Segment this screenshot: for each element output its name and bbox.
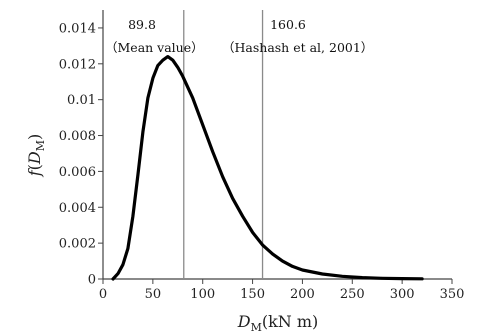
y-tick-label: 0.008 [59,129,96,144]
density-curve [111,55,424,281]
reference-lines [183,10,264,279]
annotations: 89.8 （Mean value） 160.6 （Hashash et al, 200… [105,17,373,55]
x-tick-label: 250 [340,287,365,302]
mean-value-note: （Mean value） [105,40,204,55]
x-tick-label: 150 [240,287,265,302]
hashash-value-note: （Hashash et al, 2001） [222,40,373,55]
y-axis-title: f(DM) [25,134,47,178]
x-tick-label: 100 [190,287,215,302]
y-tick-label: 0.014 [59,21,96,36]
y-tick-label: 0.006 [59,165,96,180]
x-axis-title: DM(kN m) [237,312,319,333]
y-tick-label: 0 [88,273,96,288]
hashash-value-number: 160.6 [270,17,306,32]
axis-ticks: 0 50 100 150 200 250 300 350 0 0.002 0.004 0.006 0.0… [59,21,465,302]
y-tick-label: 0.002 [59,237,96,252]
x-tick-label: 200 [290,287,315,302]
y-tick-label: 0.004 [59,201,96,216]
y-tick-label: 0.012 [59,57,96,72]
mean-value-number: 89.8 [128,17,156,32]
x-tick-label: 300 [390,287,415,302]
x-tick-label: 50 [145,287,162,302]
y-tick-label: 0.01 [67,93,96,108]
x-tick-label: 350 [440,287,465,302]
x-tick-label: 0 [99,287,107,302]
